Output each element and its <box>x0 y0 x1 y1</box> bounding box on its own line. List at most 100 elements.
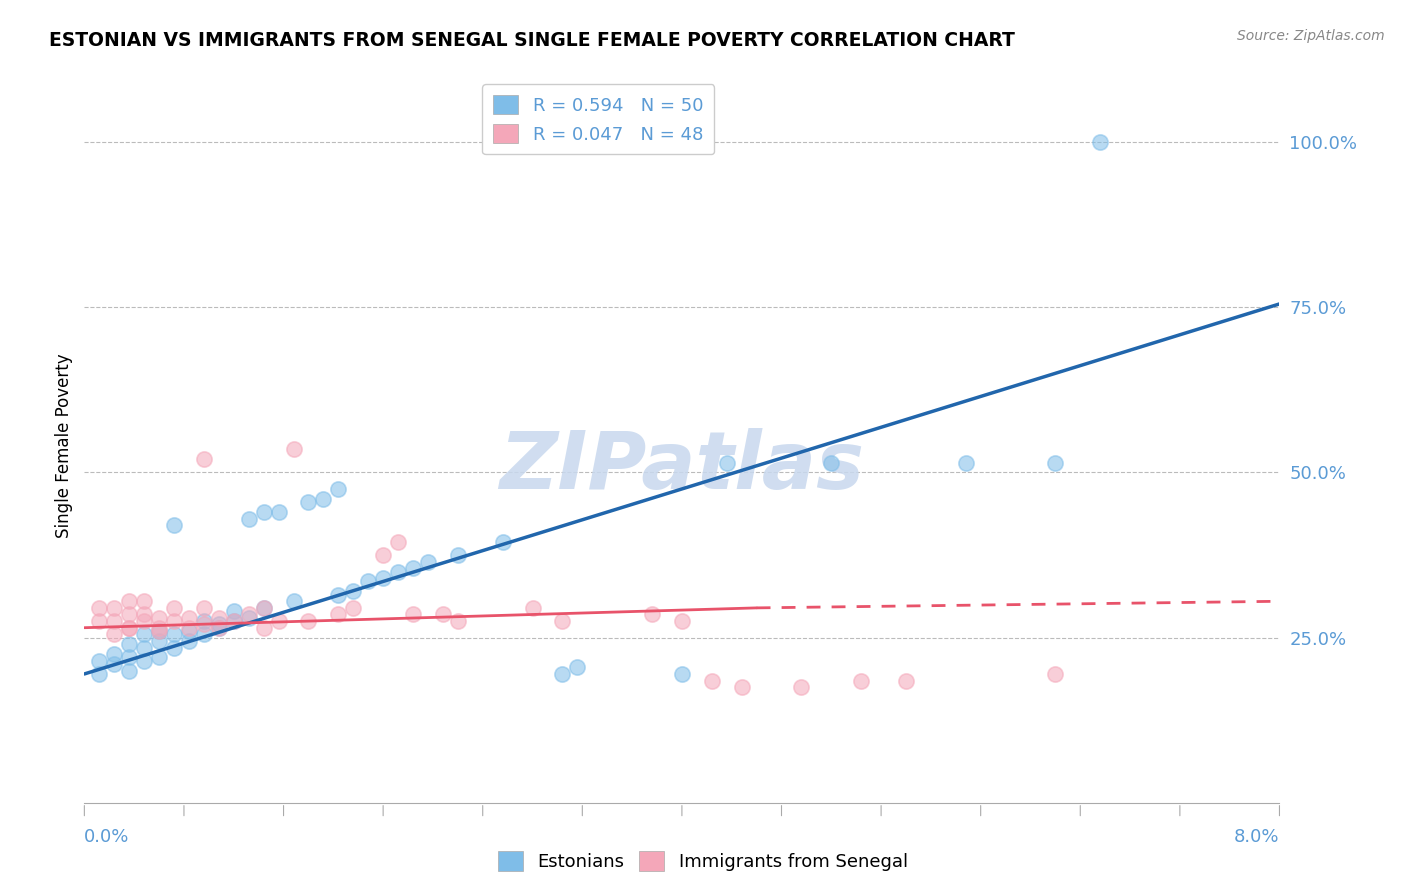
Point <box>820 456 842 470</box>
Point <box>357 574 380 589</box>
Point <box>567 660 589 674</box>
Point <box>193 452 215 467</box>
Point <box>342 600 364 615</box>
Point <box>118 650 141 665</box>
Point <box>297 614 319 628</box>
Point <box>89 667 111 681</box>
Point <box>193 614 215 628</box>
Point <box>208 621 231 635</box>
Point <box>492 534 515 549</box>
Point <box>132 614 156 628</box>
Point <box>89 614 111 628</box>
Point <box>253 600 276 615</box>
Point <box>373 548 395 562</box>
Point <box>208 617 231 632</box>
Point <box>89 654 111 668</box>
Point <box>118 594 141 608</box>
Point <box>731 680 754 694</box>
Point <box>132 594 156 608</box>
Point <box>148 624 170 638</box>
Point <box>132 607 156 622</box>
Legend: Estonians, Immigrants from Senegal: Estonians, Immigrants from Senegal <box>491 844 915 879</box>
Point <box>894 673 917 688</box>
Point <box>132 627 156 641</box>
Point <box>416 555 439 569</box>
Point <box>208 621 231 635</box>
Point <box>103 647 125 661</box>
Point <box>148 650 170 665</box>
Point <box>387 565 409 579</box>
Text: Source: ZipAtlas.com: Source: ZipAtlas.com <box>1237 29 1385 43</box>
Point <box>163 600 186 615</box>
Point <box>118 621 141 635</box>
Point <box>551 667 574 681</box>
Point <box>955 456 977 470</box>
Legend: R = 0.594   N = 50, R = 0.047   N = 48: R = 0.594 N = 50, R = 0.047 N = 48 <box>482 84 714 154</box>
Point <box>328 482 350 496</box>
Point <box>238 611 260 625</box>
Point <box>267 505 290 519</box>
Point <box>238 607 260 622</box>
Point <box>118 621 141 635</box>
Point <box>790 680 813 694</box>
Point <box>103 657 125 671</box>
Point <box>193 600 215 615</box>
Point <box>342 584 364 599</box>
Point <box>148 621 170 635</box>
Point <box>283 442 305 457</box>
Point <box>222 614 245 628</box>
Point <box>402 561 425 575</box>
Point <box>267 614 290 628</box>
Point <box>163 614 186 628</box>
Point <box>253 505 276 519</box>
Point <box>177 611 200 625</box>
Point <box>177 624 200 638</box>
Point <box>118 637 141 651</box>
Text: 0.0%: 0.0% <box>84 828 129 846</box>
Point <box>551 614 574 628</box>
Text: ESTONIAN VS IMMIGRANTS FROM SENEGAL SINGLE FEMALE POVERTY CORRELATION CHART: ESTONIAN VS IMMIGRANTS FROM SENEGAL SING… <box>49 31 1015 50</box>
Point <box>132 640 156 655</box>
Point <box>177 621 200 635</box>
Point <box>1045 456 1067 470</box>
Point <box>222 614 245 628</box>
Point <box>387 534 409 549</box>
Point <box>163 627 186 641</box>
Point <box>193 617 215 632</box>
Point <box>641 607 664 622</box>
Point <box>163 518 186 533</box>
Point <box>118 607 141 622</box>
Point <box>103 627 125 641</box>
Point <box>700 673 723 688</box>
Point <box>402 607 425 622</box>
Point <box>103 600 125 615</box>
Point <box>222 604 245 618</box>
Point <box>177 634 200 648</box>
Point <box>193 627 215 641</box>
Point <box>253 600 276 615</box>
Point <box>328 607 350 622</box>
Y-axis label: Single Female Poverty: Single Female Poverty <box>55 354 73 538</box>
Point <box>238 511 260 525</box>
Point <box>328 588 350 602</box>
Point <box>118 664 141 678</box>
Point <box>671 667 693 681</box>
Point <box>283 594 305 608</box>
Point <box>103 614 125 628</box>
Point <box>148 634 170 648</box>
Point <box>89 600 111 615</box>
Point <box>163 640 186 655</box>
Text: 8.0%: 8.0% <box>1234 828 1279 846</box>
Point <box>447 614 470 628</box>
Point <box>432 607 454 622</box>
Point <box>851 673 873 688</box>
Point <box>208 611 231 625</box>
Point <box>312 491 335 506</box>
Point <box>447 548 470 562</box>
Point <box>148 624 170 638</box>
Point <box>132 654 156 668</box>
Point <box>1090 135 1112 149</box>
Text: ZIPatlas: ZIPatlas <box>499 428 865 507</box>
Point <box>1045 667 1067 681</box>
Point <box>253 621 276 635</box>
